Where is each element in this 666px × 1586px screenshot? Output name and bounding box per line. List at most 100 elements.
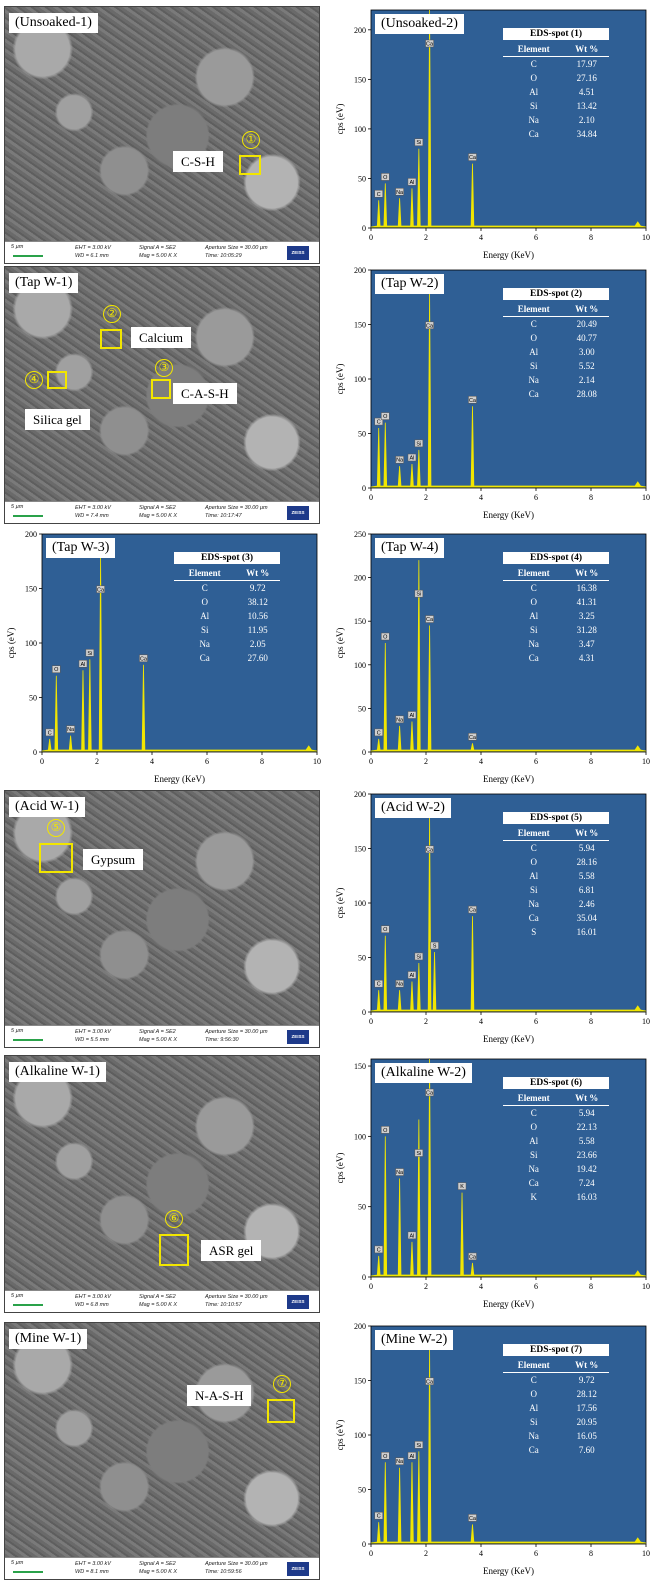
phase-annotation: C-A-S-H xyxy=(173,383,237,404)
eds-composition-table: Element Wt % C 9.72 O 28.12 Al 17.56 Si 20.95 Na 16… xyxy=(503,1358,609,1457)
peak-label-box xyxy=(395,1457,404,1465)
panel-label: (Tap W-3) xyxy=(46,538,116,558)
y-tick-label: 200 xyxy=(354,790,366,799)
spot-box xyxy=(239,155,261,175)
spot-box xyxy=(267,1399,295,1423)
element-symbol: Si xyxy=(529,1150,538,1160)
x-tick-label: 2 xyxy=(424,757,428,766)
x-tick-label: 4 xyxy=(479,1017,483,1026)
spectrum-trace xyxy=(370,9,647,228)
table-row: Al 5.58 xyxy=(503,1134,609,1148)
peak-label-box xyxy=(468,905,477,914)
table-header-row: Element Wt % xyxy=(503,1358,609,1373)
peak-label-box xyxy=(85,649,95,657)
table-row: O 27.16 xyxy=(503,71,609,85)
x-tick-label: 10 xyxy=(642,1282,650,1291)
element-symbol: Ca xyxy=(528,129,539,139)
peak-label: Ca xyxy=(469,155,477,161)
col-wt: Wt % xyxy=(564,1358,609,1373)
col-element: Element xyxy=(174,566,236,581)
table-row: Al 10.56 xyxy=(174,609,280,623)
sem-micrograph xyxy=(5,267,319,501)
peak-label-box xyxy=(395,715,404,724)
element-wt: 22.13 xyxy=(576,1122,597,1132)
eds-spectrum-panel: 0 2 4 6 8 10 0 50 100 150 200 Energy (KeV) cps (eV) C… xyxy=(4,530,329,788)
peak-label: Ca xyxy=(426,42,434,48)
x-tick-label: 6 xyxy=(534,1282,538,1291)
element-wt: 6.81 xyxy=(578,885,595,895)
element-wt: 17.56 xyxy=(576,1403,597,1413)
col-wt: Wt % xyxy=(235,566,280,581)
element-symbol: Si xyxy=(529,101,538,111)
table-row: Al 4.51 xyxy=(503,85,609,99)
col-element: Element xyxy=(503,42,565,57)
sem-wd: WD = 7.4 mm xyxy=(75,513,109,519)
col-wt: Wt % xyxy=(564,826,609,841)
y-tick-label: 50 xyxy=(358,1203,366,1212)
eds-composition-table: Element Wt % C 16.38 O 41.31 Al 3.25 Si 31.28 Na 3.… xyxy=(503,566,609,665)
peak-label: Al xyxy=(410,180,415,186)
panel-label: (Mine W-2) xyxy=(375,1330,454,1350)
element-wt: 11.95 xyxy=(247,625,268,635)
eds-table: EDS-spot (7) Element Wt % C 9.72 O 28.12 Al 17.5… xyxy=(503,1344,609,1457)
eds-table: EDS-spot (1) Element Wt % C 17.97 O 27.16 Al 4.5… xyxy=(503,28,609,141)
col-wt: Wt % xyxy=(564,1091,609,1106)
y-tick-label: 150 xyxy=(354,617,366,626)
peak-label: Ca xyxy=(140,656,148,662)
peak-label-box xyxy=(395,188,404,196)
element-symbol: Ca xyxy=(199,653,210,663)
element-symbol: Al xyxy=(200,611,210,621)
sem-image-panel: (Acid W-1) Gypsum ⑤ 5 µm EHT = 3.00 kV WD = 5… xyxy=(4,790,320,1048)
peak-label-box xyxy=(395,1168,404,1176)
table-row: C 5.94 xyxy=(503,1106,609,1121)
element-wt: 2.10 xyxy=(578,115,595,125)
phase-annotation: Calcium xyxy=(131,327,192,348)
x-tick-label: 2 xyxy=(424,493,428,502)
y-tick-label: 150 xyxy=(354,845,366,854)
table-row: Ca 4.31 xyxy=(503,651,609,665)
table-row: Al 3.25 xyxy=(503,609,609,623)
element-wt: 5.94 xyxy=(578,843,595,853)
spot-number: ⑤ xyxy=(47,819,65,837)
sem-scale-label: 5 µm xyxy=(11,1293,24,1299)
element-wt: 16.03 xyxy=(576,1192,597,1202)
peak-label: Si xyxy=(416,140,421,146)
col-element: Element xyxy=(503,1091,565,1106)
eds-table: EDS-spot (3) Element Wt % C 9.72 O 38.12 Al 10.5… xyxy=(174,552,280,665)
peak-label: Na xyxy=(396,1170,404,1176)
peak-label: Ca xyxy=(469,398,477,404)
zeiss-logo: ZEISS xyxy=(287,1030,309,1044)
table-row: Ca 35.04 xyxy=(503,911,609,925)
peak-label: Na xyxy=(67,727,75,733)
x-tick-label: 6 xyxy=(534,233,538,242)
element-wt: 3.47 xyxy=(578,639,595,649)
table-row: O 28.16 xyxy=(503,855,609,869)
peak-label-box xyxy=(374,190,383,198)
y-axis-label: cps (eV) xyxy=(6,628,16,659)
element-wt: 34.84 xyxy=(576,129,597,139)
eds-table-title: EDS-spot (5) xyxy=(503,812,609,824)
element-symbol: Si xyxy=(529,361,538,371)
peak-label: Si xyxy=(416,1151,421,1157)
element-wt: 4.51 xyxy=(578,87,595,97)
table-row: Na 2.14 xyxy=(503,373,609,387)
element-wt: 2.46 xyxy=(578,899,595,909)
y-tick-label: 200 xyxy=(354,1322,366,1331)
y-tick-label: 150 xyxy=(25,585,37,594)
element-wt: 20.95 xyxy=(576,1417,597,1427)
peak-label-box xyxy=(407,1231,417,1240)
panel-label: (Acid W-1) xyxy=(9,797,85,817)
y-tick-label: 150 xyxy=(354,75,366,84)
panel-label: (Tap W-1) xyxy=(9,273,79,293)
sem-eht: EHT = 3.00 kV xyxy=(75,245,111,251)
sem-wd: WD = 5.5 mm xyxy=(75,1037,109,1043)
x-tick-label: 2 xyxy=(424,1017,428,1026)
spot-number: ② xyxy=(103,305,121,323)
peak-label: C xyxy=(377,730,381,736)
col-wt: Wt % xyxy=(564,566,609,581)
panel-label: (Alkaline W-1) xyxy=(9,1062,106,1082)
spot-box xyxy=(39,843,73,873)
peak-label: Ca xyxy=(426,323,434,329)
